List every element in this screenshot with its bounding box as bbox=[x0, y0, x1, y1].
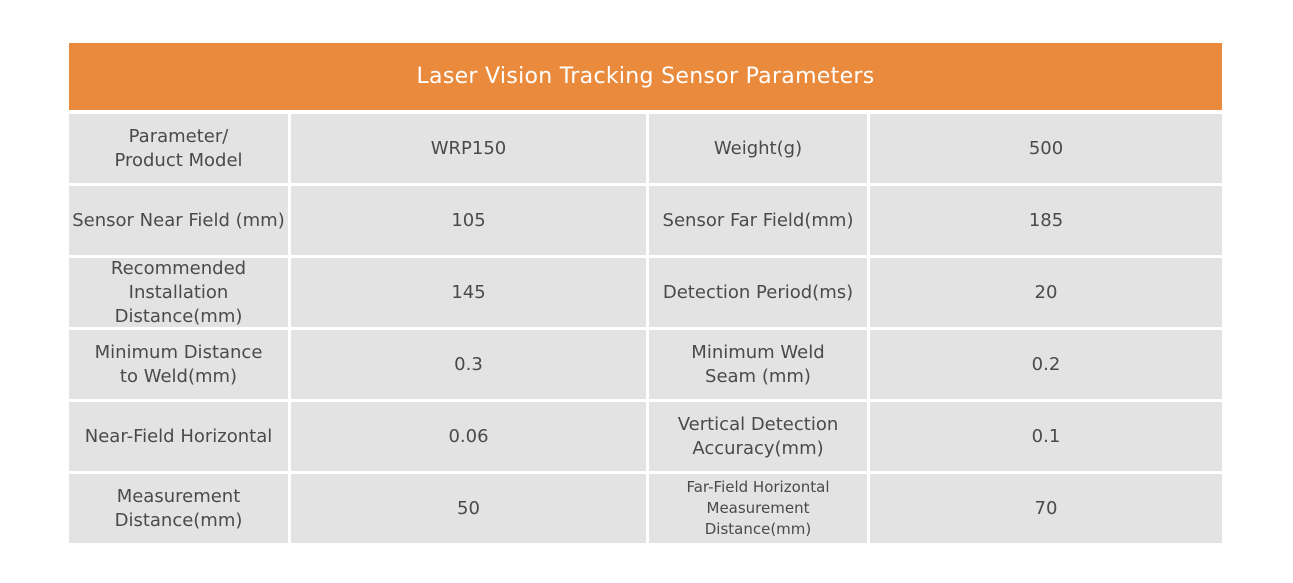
parameter-label-cell: Detection Period(ms) bbox=[649, 258, 867, 327]
parameter-label-cell: Recommended Installation Distance(mm) bbox=[69, 258, 288, 327]
parameter-value-cell: WRP150 bbox=[291, 114, 646, 183]
parameter-label-cell: Weight(g) bbox=[649, 114, 867, 183]
table-row: Measurement Distance(mm) 50 Far-Field Ho… bbox=[69, 474, 1222, 543]
parameter-value-cell: 70 bbox=[870, 474, 1222, 543]
parameters-table: Laser Vision Tracking Sensor Parameters … bbox=[69, 43, 1222, 546]
parameter-label-cell: Minimum Distance to Weld(mm) bbox=[69, 330, 288, 399]
table-body: Parameter/ Product Model WRP150 Weight(g… bbox=[69, 114, 1222, 543]
parameter-label-cell: Sensor Near Field (mm) bbox=[69, 186, 288, 255]
table-row: Minimum Distance to Weld(mm) 0.3 Minimum… bbox=[69, 330, 1222, 399]
parameter-value-cell: 0.2 bbox=[870, 330, 1222, 399]
parameter-label-cell: Far-Field Horizontal Measurement Distanc… bbox=[649, 474, 867, 543]
table-title: Laser Vision Tracking Sensor Parameters bbox=[69, 43, 1222, 110]
parameter-value-cell: 0.06 bbox=[291, 402, 646, 471]
parameter-value-cell: 50 bbox=[291, 474, 646, 543]
parameter-value-cell: 145 bbox=[291, 258, 646, 327]
table-row: Sensor Near Field (mm) 105 Sensor Far Fi… bbox=[69, 186, 1222, 255]
parameter-label-cell: Near-Field Horizontal bbox=[69, 402, 288, 471]
parameter-value-cell: 105 bbox=[291, 186, 646, 255]
parameter-label-cell: Measurement Distance(mm) bbox=[69, 474, 288, 543]
table-row: Near-Field Horizontal 0.06 Vertical Dete… bbox=[69, 402, 1222, 471]
parameter-label-cell: Parameter/ Product Model bbox=[69, 114, 288, 183]
parameter-value-cell: 500 bbox=[870, 114, 1222, 183]
parameter-value-cell: 0.1 bbox=[870, 402, 1222, 471]
parameter-value-cell: 20 bbox=[870, 258, 1222, 327]
parameter-label-cell: Vertical Detection Accuracy(mm) bbox=[649, 402, 867, 471]
parameter-label-cell: Minimum Weld Seam (mm) bbox=[649, 330, 867, 399]
parameter-value-cell: 0.3 bbox=[291, 330, 646, 399]
table-row: Parameter/ Product Model WRP150 Weight(g… bbox=[69, 114, 1222, 183]
parameter-value-cell: 185 bbox=[870, 186, 1222, 255]
parameter-label-cell: Sensor Far Field(mm) bbox=[649, 186, 867, 255]
table-row: Recommended Installation Distance(mm) 14… bbox=[69, 258, 1222, 327]
